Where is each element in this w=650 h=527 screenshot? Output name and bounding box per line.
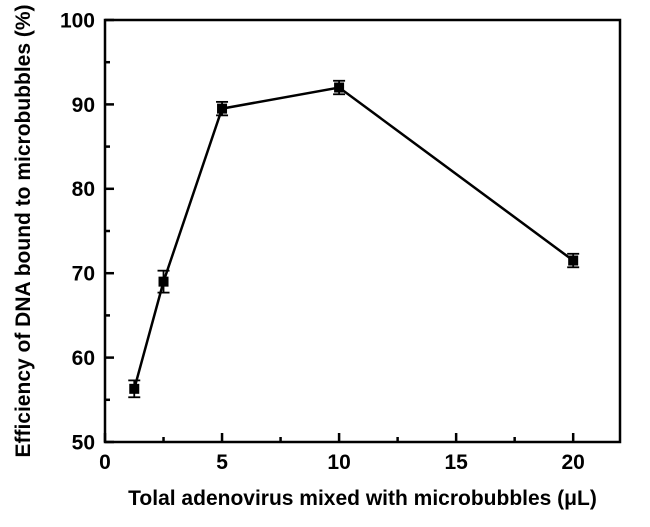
y-tick-label: 60 [72, 347, 95, 370]
x-tick-label: 0 [99, 451, 111, 474]
y-tick-label: 80 [72, 178, 95, 201]
y-tick-label: 50 [72, 431, 95, 454]
data-marker [569, 256, 578, 265]
x-axis-label: Tolal adenovirus mixed with microbubbles… [128, 487, 597, 510]
chart-container: 0 5 10 15 20 50 60 70 80 90 100 Tolal adenovirus mi… [0, 0, 650, 527]
x-tick-label: 15 [444, 451, 468, 474]
y-tick-label: 90 [72, 94, 95, 117]
data-marker [335, 83, 344, 92]
x-tick-label: 10 [327, 451, 350, 474]
data-marker [159, 277, 168, 286]
line-chart: 0 5 10 15 20 50 60 70 80 90 100 Tolal adenovirus mi… [0, 0, 650, 527]
data-marker [130, 384, 139, 393]
y-axis-label: Efficiency of DNA bound to microbubbles … [12, 4, 35, 457]
y-tick-label: 100 [60, 9, 95, 32]
x-tick-label: 20 [562, 451, 585, 474]
y-tick-label: 70 [72, 263, 95, 286]
x-tick-label: 5 [216, 451, 228, 474]
data-marker [218, 104, 227, 113]
